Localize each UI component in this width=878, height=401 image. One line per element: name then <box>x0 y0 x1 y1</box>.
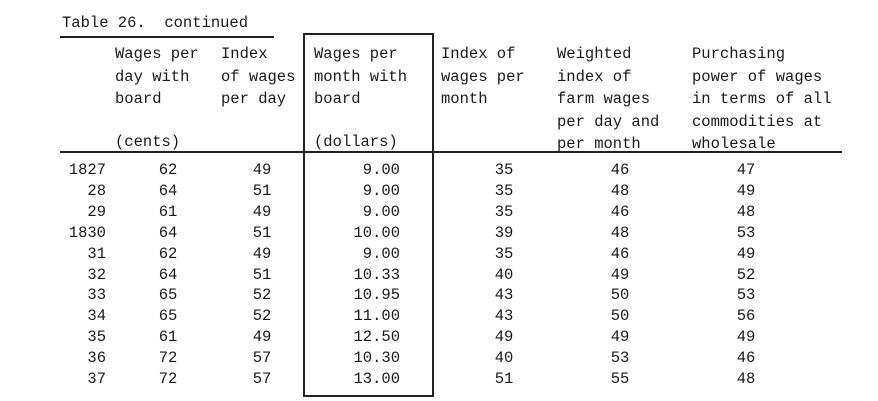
table-cell: 49 <box>610 328 630 347</box>
table-cell: 9.00 <box>362 161 400 179</box>
table-cell: 9.00 <box>362 202 400 221</box>
col-unit-wages-per-month: (dollars) <box>314 133 398 151</box>
table-cell: 65 <box>158 307 178 326</box>
col-header-weighted-index: Weighted index of farm wages per day and… <box>557 45 660 153</box>
table-cell: 64 <box>158 181 178 200</box>
table-cell: 48 <box>736 370 756 388</box>
col-unit-wages-per-day: (cents) <box>115 133 181 151</box>
row-year: 36 <box>87 349 106 368</box>
table-cell: 53 <box>736 223 756 242</box>
table-cell: 53 <box>610 349 630 368</box>
table-cell: 48 <box>736 202 756 221</box>
table-cell: 49 <box>252 328 272 347</box>
table-cell: 10.00 <box>353 223 400 242</box>
table-cell: 12.50 <box>353 328 400 347</box>
table-cell: 43 <box>494 307 514 326</box>
header-rule <box>60 151 842 153</box>
table-caption: Table 26. continued <box>62 14 249 32</box>
table-cell: 53 <box>736 286 756 305</box>
table-cell: 51 <box>494 370 514 388</box>
row-year: 28 <box>87 181 106 200</box>
table-cell: 49 <box>252 244 272 263</box>
table-cell: 49 <box>736 181 756 200</box>
row-year: 37 <box>87 370 106 388</box>
table-cell: 52 <box>252 307 272 326</box>
table-cell: 61 <box>158 202 178 221</box>
table-cell: 52 <box>252 286 272 305</box>
table-cell: 55 <box>610 370 630 388</box>
table-cell: 49 <box>252 161 272 179</box>
table-cell: 50 <box>610 307 630 326</box>
table-cell: 46 <box>736 349 756 368</box>
table-cell: 39 <box>494 223 514 242</box>
table-cell: 49 <box>252 202 272 221</box>
table-cell: 49 <box>736 244 756 263</box>
table-cell: 46 <box>610 244 630 263</box>
table-cell: 35 <box>494 202 514 221</box>
table-cell: 9.00 <box>362 181 400 200</box>
col-header-index-wages-per-month: Index of wages per month <box>441 45 525 108</box>
col-header-wages-per-month: Wages per month with board <box>314 45 408 108</box>
table-cell: 40 <box>494 265 514 284</box>
table-cell: 48 <box>610 181 630 200</box>
table-cell: 49 <box>736 328 756 347</box>
table-cell: 10.30 <box>353 349 400 368</box>
table-cell: 35 <box>494 181 514 200</box>
table-cell: 62 <box>158 244 178 263</box>
table-cell: 48 <box>610 223 630 242</box>
table-cell: 52 <box>736 265 756 284</box>
table-cell: 51 <box>252 265 272 284</box>
col-header-index-wages-per-day: Index of wages per day <box>221 45 296 108</box>
table-cell: 62 <box>158 161 178 179</box>
row-year: 35 <box>87 328 106 347</box>
table-cell: 51 <box>252 223 272 242</box>
table-cell: 13.00 <box>353 370 400 388</box>
row-year: 31 <box>87 244 106 263</box>
table-cell: 35 <box>494 244 514 263</box>
col-header-purchasing-power: Purchasing power of wages in terms of al… <box>692 45 832 153</box>
table-cell: 64 <box>158 265 178 284</box>
row-year: 33 <box>87 286 106 305</box>
row-year: 1827 <box>68 161 106 179</box>
table-cell: 9.00 <box>362 244 400 263</box>
col-header-wages-per-day: Wages per day with board <box>115 45 199 108</box>
row-year: 1830 <box>68 223 106 242</box>
table-cell: 40 <box>494 349 514 368</box>
table-cell: 49 <box>610 265 630 284</box>
table-cell: 10.95 <box>353 286 400 305</box>
table-cell: 72 <box>158 370 178 388</box>
table-cell: 61 <box>158 328 178 347</box>
row-year: 34 <box>87 307 106 326</box>
table-cell: 43 <box>494 286 514 305</box>
table-cell: 64 <box>158 223 178 242</box>
table-cell: 46 <box>610 161 630 179</box>
row-year: 32 <box>87 265 106 284</box>
table-cell: 57 <box>252 349 272 368</box>
table-cell: 65 <box>158 286 178 305</box>
table-cell: 49 <box>494 328 514 347</box>
table-cell: 72 <box>158 349 178 368</box>
table-cell: 57 <box>252 370 272 388</box>
table-cell: 11.00 <box>353 307 400 326</box>
table-cell: 46 <box>610 202 630 221</box>
table-cell: 35 <box>494 161 514 179</box>
table-cell: 56 <box>736 307 756 326</box>
table-cell: 47 <box>736 161 756 179</box>
row-year: 29 <box>87 202 106 221</box>
table-cell: 10.33 <box>353 265 400 284</box>
table-cell: 50 <box>610 286 630 305</box>
table-cell: 51 <box>252 181 272 200</box>
highlight-box-monthly-wages <box>303 33 434 397</box>
caption-underline <box>60 36 274 38</box>
